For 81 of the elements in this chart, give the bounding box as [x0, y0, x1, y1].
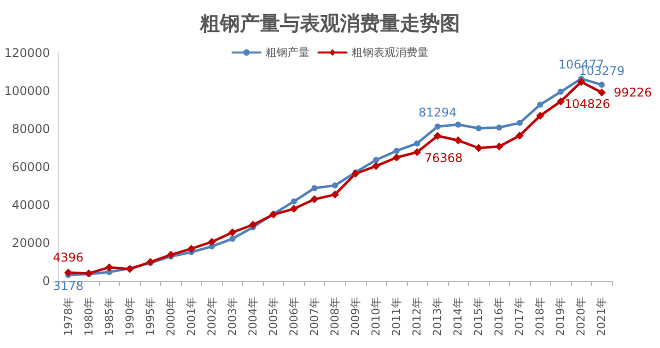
point [537, 102, 544, 108]
x-tick-label: 2019年 [554, 297, 568, 336]
x-tick-label: 2006年 [287, 297, 300, 336]
x-tick-label: 2001年 [184, 297, 198, 336]
x-tick-label: 2005年 [266, 297, 280, 336]
point [413, 148, 422, 156]
point [105, 263, 114, 272]
point [332, 182, 338, 188]
y-tick-label: 40000 [12, 198, 50, 212]
data-label: 4396 [52, 250, 84, 265]
y-tick-label: 0 [42, 274, 50, 288]
point [558, 88, 564, 95]
x-tick-label: 2010年 [370, 297, 383, 336]
x-tick-label: 1980年 [82, 297, 96, 336]
x-tick-label: 2003年 [226, 297, 239, 336]
x-tick-label: 2016年 [492, 297, 506, 336]
y-tick-label: 20000 [12, 236, 50, 250]
data-label: 76368 [424, 150, 463, 165]
point [495, 142, 504, 150]
point [455, 122, 462, 128]
point [228, 228, 236, 236]
y-tick-label: 80000 [12, 122, 50, 136]
x-tick-label: 2002年 [205, 297, 218, 336]
point [392, 154, 401, 162]
x-tick-label: 2000年 [164, 297, 178, 336]
point [311, 185, 318, 192]
point [310, 195, 318, 204]
point [474, 144, 483, 152]
point [331, 190, 339, 199]
x-tick-label: 2017年 [513, 297, 526, 336]
point [598, 82, 605, 88]
x-tick-label: 1978年 [62, 297, 75, 336]
point [290, 198, 297, 204]
point [290, 204, 298, 213]
data-label: 81294 [418, 106, 457, 120]
point [536, 112, 544, 120]
y-tick-label: 60000 [12, 160, 50, 174]
chart-title: 粗钢产量与表观消费量走势图 [199, 11, 460, 35]
point [496, 124, 502, 130]
x-tick-label: 2012年 [410, 297, 424, 336]
point [516, 120, 523, 126]
x-tick-label: 2009年 [349, 297, 362, 336]
x-tick-label: 2020年 [574, 297, 588, 336]
x-tick-label: 2007年 [308, 297, 321, 336]
point [187, 244, 196, 253]
data-label: 3178 [52, 278, 84, 293]
point [352, 170, 360, 178]
x-tick-label: 2015年 [472, 297, 486, 336]
point [434, 124, 441, 130]
y-tick-label: 120000 [4, 46, 50, 60]
x-tick-label: 2014年 [452, 297, 465, 336]
point [414, 140, 420, 146]
x-tick-label: 2008年 [328, 297, 342, 336]
point [577, 78, 586, 86]
x-tick-label: 2021年 [595, 297, 608, 336]
point [166, 250, 175, 259]
point [394, 148, 400, 154]
x-tick-label: 2013年 [431, 297, 444, 336]
x-tick-label: 2018年 [534, 297, 547, 336]
legend-label: 粗钢产量 [266, 46, 310, 59]
y-tick-label: 100000 [4, 84, 50, 98]
data-label: 104826 [564, 96, 610, 111]
x-tick-label: 1995年 [144, 297, 157, 336]
point [516, 132, 524, 140]
point [64, 268, 72, 277]
point [476, 125, 482, 132]
point [248, 220, 257, 229]
point [373, 156, 380, 163]
x-tick-label: 2004年 [246, 297, 260, 336]
legend-label: 粗钢表观消费量 [352, 46, 428, 59]
point [454, 136, 462, 144]
x-tick-label: 2011年 [390, 297, 404, 336]
point [208, 238, 216, 246]
point [556, 97, 565, 106]
point [434, 132, 442, 140]
x-tick-label: 1990年 [123, 297, 136, 336]
point [229, 236, 236, 242]
point [372, 162, 380, 170]
data-label: 99226 [614, 85, 652, 100]
x-tick-label: 1985年 [102, 297, 116, 336]
point [598, 88, 606, 96]
